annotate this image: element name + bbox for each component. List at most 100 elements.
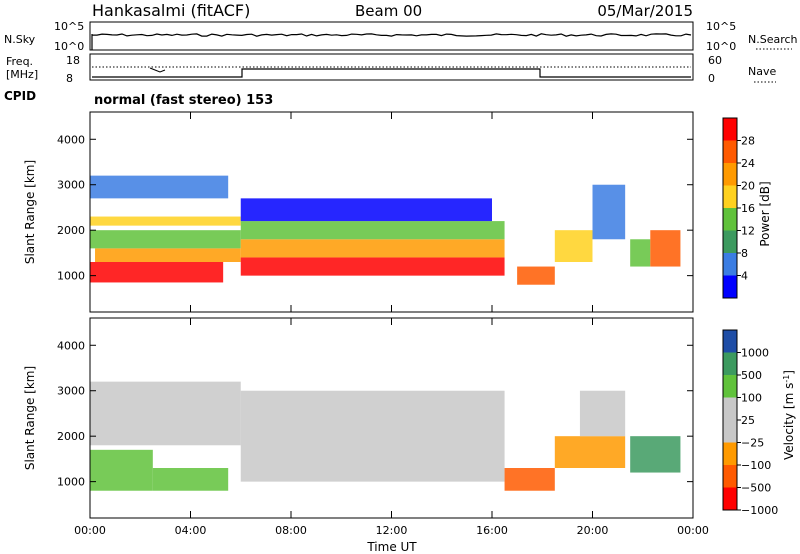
x-tick-label: 16:00 [476,524,508,537]
colorbar-tick-label: 100 [741,392,762,405]
colorbar-tick-label: 20 [741,180,755,193]
velocity-colorbar [722,329,738,511]
date-title: 05/Mar/2015 [597,2,693,20]
nsky-series-line [91,33,692,50]
data-band-0 [90,262,224,283]
nsky-tick-bottom: 10^0 [54,40,84,53]
nave-tick-bottom: 0 [708,72,715,85]
x-tick-label: 00:00 [677,524,709,537]
data-band-1 [152,468,229,491]
nsky-label: N.Sky [4,33,36,46]
freq-strip-frame [89,53,694,81]
velocity-colorbar-label: Velocity [m s-1] [782,370,797,460]
x-tick-label: 08:00 [275,524,307,537]
y-tick-label: 2000 [57,224,85,237]
data-band-7 [240,221,505,240]
y-tick-label: 4000 [57,339,85,352]
velocity-colorbar-ticks: 1000 500 100 25 −25 −100 −500 −1000 [737,347,778,517]
power-data-bands [90,175,681,285]
data-band-6 [579,390,626,437]
data-band-12 [630,239,651,267]
colorbar-swatch-0 [723,275,737,298]
colorbar-swatch-6 [723,352,737,375]
data-band-8 [240,198,492,222]
colorbar-swatch-2 [723,442,737,465]
data-band-2 [90,230,241,249]
power-y-axis: 1000 2000 3000 4000 [57,133,693,283]
cpid-label: CPID [4,89,36,103]
colorbar-swatch-3 [723,420,737,443]
power-colorbar-label: Power [dB] [758,181,772,246]
data-band-11 [592,184,626,240]
x-tick-label: 04:00 [175,524,207,537]
data-band-3 [90,216,241,226]
data-band-4 [504,468,555,491]
colorbar-tick-label: 1000 [741,347,769,360]
station-title: Hankasalmi (fitACF) [92,1,250,20]
colorbar-swatch-4 [723,397,737,420]
data-band-5 [240,257,505,276]
colorbar-swatch-2 [723,230,737,253]
y-tick-label: 1000 [57,476,85,489]
nave-label: Nave [748,65,776,78]
colorbar-swatch-6 [723,140,737,163]
time-axis-label: Time UT [366,540,417,554]
data-band-1 [95,248,241,262]
freq-tick-bottom: 8 [66,72,73,85]
colorbar-tick-label: −500 [741,482,771,495]
colorbar-tick-label: 28 [741,135,755,148]
colorbar-tick-label: 12 [741,225,755,238]
colorbar-tick-label: 8 [741,247,748,260]
data-band-10 [554,230,593,262]
colorbar-tick-label: 4 [741,270,748,283]
colorbar-swatch-7 [723,330,737,353]
y-tick-label: 3000 [57,385,85,398]
y-tick-label: 2000 [57,430,85,443]
y-tick-label: 3000 [57,179,85,192]
nsearch-label: N.Search [748,33,798,46]
velocity-y-axis: 1000 2000 3000 4000 [57,339,693,489]
velocity-colorbar-label-end: ] [782,370,796,375]
colorbar-swatch-0 [723,487,737,510]
colorbar-tick-label: −25 [741,437,764,450]
data-band-3 [240,390,505,482]
velocity-colorbar-label-main: Velocity [m s [782,383,796,460]
velocity-x-axis: 00:00 04:00 08:00 12:00 16:00 20:00 00:00 [74,318,709,537]
colorbar-tick-label: 24 [741,157,755,170]
colorbar-tick-label: 25 [741,414,755,427]
freq-label-1: Freq. [6,55,33,68]
velocity-data-bands [90,381,681,491]
data-band-9 [517,266,555,285]
colorbar-tick-label: −100 [741,459,771,472]
colorbar-swatch-3 [723,208,737,231]
x-tick-label: 00:00 [74,524,106,537]
data-band-4 [90,175,229,199]
cpid-text: normal (fast stereo) 153 [94,93,273,108]
freq-dip [149,67,166,73]
freq-tick-top: 18 [66,54,80,67]
nave-tick-top: 60 [708,54,722,67]
power-ylabel: Slant Range [km] [23,160,37,264]
colorbar-tick-label: 16 [741,202,755,215]
data-band-2 [90,381,241,446]
x-tick-label: 12:00 [376,524,408,537]
data-band-6 [240,239,505,258]
colorbar-swatch-1 [723,465,737,488]
velocity-colorbar-label-sup: -1 [782,375,791,383]
freq-label-2: [MHz] [6,68,38,81]
velocity-ylabel: Slant Range [km] [23,366,37,470]
nsky-strip-frame [89,21,694,51]
nsearch-tick-bottom: 10^0 [706,40,736,53]
colorbar-swatch-5 [723,163,737,186]
x-tick-label: 20:00 [577,524,609,537]
colorbar-swatch-1 [723,253,737,276]
colorbar-swatch-7 [723,118,737,141]
data-band-5 [554,436,626,468]
colorbar-tick-label: −1000 [741,504,778,517]
beam-title: Beam 00 [355,2,422,20]
colorbar-tick-label: 500 [741,369,762,382]
power-colorbar-ticks: 4 8 12 16 20 24 28 [737,135,755,283]
y-tick-label: 4000 [57,133,85,146]
freq-series-line [92,68,691,78]
